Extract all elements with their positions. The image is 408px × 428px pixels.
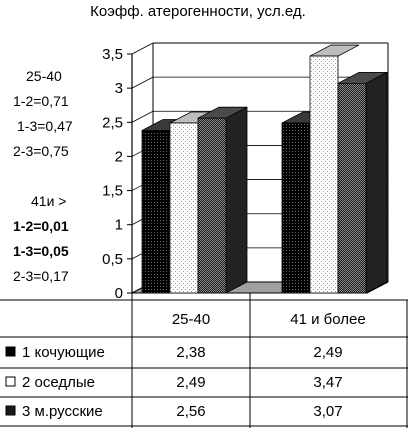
bars (141, 44, 388, 294)
data-value: 2,49 (313, 344, 342, 361)
stat-annotation: 1-3=0,47 (17, 118, 73, 134)
data-table-grid (0, 293, 408, 428)
data-value: 2,38 (176, 344, 205, 361)
data-value: 2,56 (176, 403, 205, 420)
data-table-text: 25-40 41 и более 1 кочующие 2,38 2,49 2 оседл… (5, 311, 366, 420)
y-tick-label: 2,5 (102, 114, 123, 131)
legend-swatch (5, 346, 16, 357)
stat-annotation: 2-3=0,75 (13, 143, 69, 159)
stat-annotation: 41и > (31, 193, 67, 209)
bar-1-2 (169, 111, 220, 294)
chart-title: Коэфф. атерогенности, усл.ед. (90, 3, 306, 20)
legend-label: 1 кочующие (22, 344, 105, 361)
y-tick-label: 0 (115, 285, 123, 302)
y-tick-label: 3 (115, 80, 123, 97)
stat-annotation: 1-3=0,05 (13, 243, 69, 259)
data-value: 3,47 (313, 374, 342, 391)
y-tick-label: 1,5 (102, 183, 123, 200)
gridline-side (131, 42, 154, 55)
legend-swatch (5, 405, 16, 416)
y-tick-label: 0,5 (102, 251, 123, 268)
y-tick-label: 1 (115, 217, 123, 234)
stat-annotation: 1-2=0,71 (13, 93, 69, 109)
legend-swatch (5, 376, 16, 387)
legend-label: 2 оседлые (22, 374, 95, 391)
y-tick-labels: 0 0,5 1 1,5 2 2,5 3 3,5 (102, 46, 132, 302)
y-tick-label: 2 (115, 148, 123, 165)
gridline-side (131, 76, 154, 89)
bar-2-2 (309, 44, 360, 294)
legend-label: 3 м.русские (22, 403, 103, 420)
bar-2-3 (337, 71, 388, 294)
y-tick-label: 3,5 (102, 46, 123, 63)
stat-annotation: 25-40 (26, 68, 62, 84)
stat-annotation: 2-3=0,17 (13, 268, 69, 284)
gridline-side (131, 110, 154, 123)
bar-1-1 (141, 119, 192, 294)
category-label: 25-40 (172, 311, 210, 328)
stat-annotation: 1-2=0,01 (13, 218, 69, 234)
data-value: 2,49 (176, 374, 205, 391)
data-value: 3,07 (313, 403, 342, 420)
bar-1-3 (197, 106, 248, 294)
bar-2-1 (281, 111, 332, 294)
category-label: 41 и более (290, 311, 365, 328)
